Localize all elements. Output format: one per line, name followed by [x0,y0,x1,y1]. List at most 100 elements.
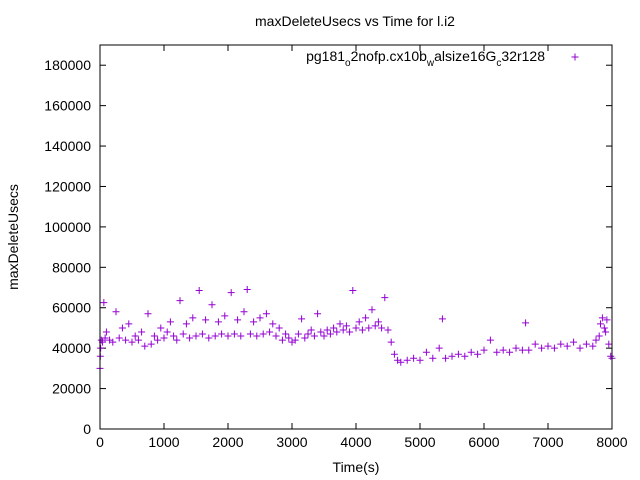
data-point [278,336,286,344]
data-point [461,352,469,360]
data-point [403,356,411,364]
data-point [138,328,146,336]
data-point [355,318,363,326]
data-point [214,318,222,326]
data-point [592,336,600,344]
data-point [147,340,155,348]
data-point [323,326,331,334]
data-point [422,348,430,356]
data-point [134,336,142,344]
data-point [298,315,306,323]
data-point [262,310,270,318]
data-point [282,330,290,338]
data-point [582,340,590,348]
data-point [544,342,552,350]
data-point [173,336,181,344]
data-point [301,334,309,342]
data-point [522,319,530,327]
data-point [144,310,152,318]
data-point [486,336,494,344]
data-point [397,358,405,366]
data-point [550,344,558,352]
data-point [224,332,232,340]
data-point [97,344,105,352]
data-point [576,344,584,352]
data-point [435,344,443,352]
data-point [384,326,392,334]
data-point [512,344,520,352]
data-point [525,346,533,354]
x-tick-label: 6000 [468,434,499,450]
y-tick-label: 100000 [44,219,91,235]
data-point [179,330,187,338]
data-point [336,320,344,328]
data-point [272,332,280,340]
data-point [186,334,194,342]
data-point [243,286,251,294]
y-tick-label: 160000 [44,98,91,114]
axis-ticks: 0200004000060000800001000001200001400001… [44,45,628,450]
data-point [474,350,482,358]
y-tick-label: 120000 [44,178,91,194]
data-point [596,320,604,328]
x-tick-label: 2000 [212,434,243,450]
data-point [314,310,322,318]
data-point [506,348,514,356]
data-point [603,316,611,324]
data-point [269,320,277,328]
data-point [256,314,264,322]
data-point [374,318,382,326]
data-point [390,350,398,358]
x-tick-label: 1000 [148,434,179,450]
x-tick-label: 7000 [532,434,563,450]
x-tick-label: 0 [96,434,104,450]
y-tick-label: 20000 [52,381,91,397]
data-point [381,294,389,302]
data-point [198,330,206,338]
data-point [448,352,456,360]
data-point [304,330,312,338]
data-point [131,332,139,340]
x-axis-label: Time(s) [333,459,380,475]
data-point [230,330,238,338]
data-point [115,334,123,342]
data-point [352,324,360,332]
data-point [189,314,197,322]
x-tick-label: 8000 [596,434,627,450]
data-point [234,316,242,324]
data-point [307,326,315,334]
data-point [378,324,386,332]
data-point [250,318,258,326]
legend-marker [571,53,579,61]
data-point [211,332,219,340]
data-point [365,324,373,332]
data-point [202,316,210,324]
data-point [589,342,597,350]
data-point [362,314,370,322]
data-point [429,354,437,362]
data-point [480,346,488,354]
data-point [100,299,108,307]
data-point [557,340,565,348]
data-point [176,297,184,305]
data-point [438,315,446,323]
data-point [410,354,418,362]
data-point [141,342,149,350]
data-point [240,308,248,316]
data-point [605,340,613,348]
data-point [221,312,229,320]
data-point [339,326,347,334]
data-point [531,340,539,348]
legend-label: pg181o2nofp.cx10bwalsize16Gc32r128 [306,48,545,69]
chart-title: maxDeleteUsecs vs Time for l.i2 [255,13,455,29]
data-point [291,336,299,344]
data-point [346,328,354,336]
legend: pg181o2nofp.cx10bwalsize16Gc32r128 [306,48,579,69]
data-point [518,346,526,354]
data-point [182,320,190,328]
data-point [416,356,424,364]
data-point [442,354,450,362]
data-point [237,332,245,340]
data-point [150,332,158,340]
